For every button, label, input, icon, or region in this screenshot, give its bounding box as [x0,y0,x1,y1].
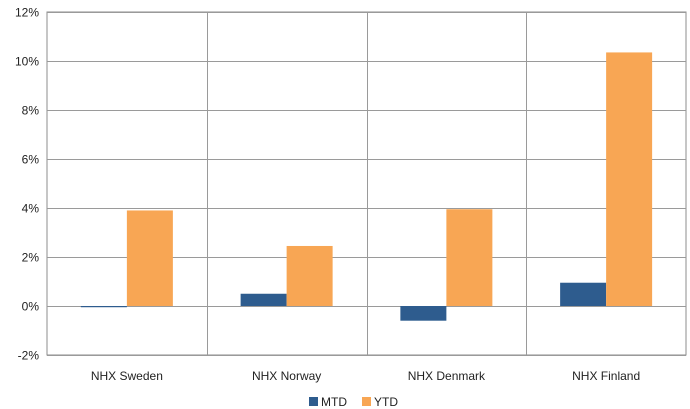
legend-swatch-mtd [309,397,318,406]
legend-label-mtd: MTD [321,395,347,409]
grid [46,11,687,356]
bar-ytd-nhx-sweden [126,210,173,306]
bar-mtd-nhx-denmark [400,306,447,321]
y-tick-label: 4% [22,202,40,216]
y-tick-label: -2% [18,349,40,363]
y-tick-label: 10% [15,55,39,69]
legend-label-ytd: YTD [374,395,398,409]
legend: MTD YTD [309,395,398,409]
bar-mtd-nhx-sweden [80,306,127,308]
x-category-label: NHX Sweden [91,369,163,383]
x-axis-category-labels: NHX Sweden NHX Norway NHX Denmark NHX Finla… [91,369,640,383]
y-tick-label: 8% [22,104,40,118]
legend-swatch-ytd [362,397,371,406]
y-tick-label: 12% [15,6,39,20]
x-category-label: NHX Denmark [408,369,486,383]
y-tick-label: 6% [22,153,40,167]
y-tick-label: 0% [22,300,40,314]
x-category-label: NHX Finland [572,369,640,383]
bar-ytd-nhx-finland [606,52,653,306]
y-tick-label: 2% [22,251,40,265]
bars [80,52,653,321]
bar-ytd-nhx-norway [286,245,333,306]
bar-mtd-nhx-norway [240,293,287,306]
x-category-label: NHX Norway [252,369,321,383]
y-axis-tick-labels: -2% 0% 2% 4% 6% 8% 10% 12% [15,6,39,363]
bar-ytd-nhx-denmark [446,209,493,306]
bar-mtd-nhx-finland [560,282,607,306]
